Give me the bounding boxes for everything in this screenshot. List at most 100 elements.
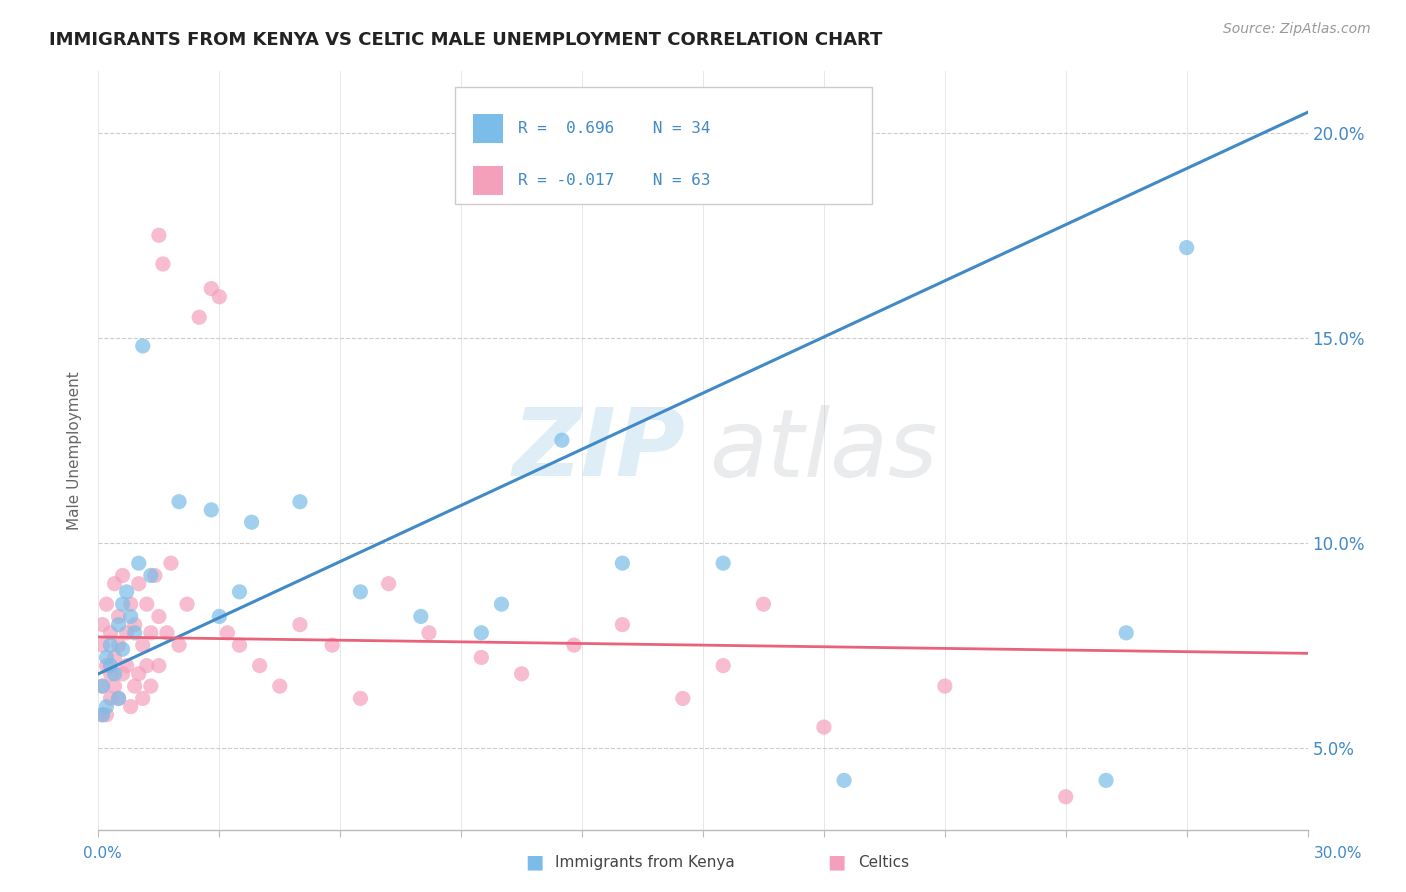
Point (100, 666, 122, 681)
Point (240, 515, 263, 529)
Point (96, 597, 118, 611)
Text: ■: ■ (524, 852, 544, 871)
Point (228, 638, 250, 652)
Point (152, 257, 174, 271)
Point (111, 666, 134, 681)
Text: atlas: atlas (709, 405, 938, 496)
Point (91, 707, 114, 722)
Point (107, 617, 129, 632)
Point (111, 642, 134, 657)
Point (135, 658, 157, 673)
Point (167, 638, 190, 652)
Point (176, 597, 198, 611)
Point (111, 597, 134, 611)
Point (100, 638, 122, 652)
Point (120, 597, 142, 611)
Point (96, 658, 118, 673)
Text: Source: ZipAtlas.com: Source: ZipAtlas.com (1223, 22, 1371, 37)
Point (132, 691, 155, 706)
Point (103, 679, 125, 693)
Point (418, 625, 440, 640)
Text: R =  0.696    N = 34: R = 0.696 N = 34 (517, 121, 710, 136)
Point (96, 650, 118, 665)
Text: 30.0%: 30.0% (1315, 847, 1362, 861)
Point (288, 617, 311, 632)
Point (107, 691, 129, 706)
Point (120, 699, 142, 714)
Point (249, 658, 271, 673)
Point (288, 494, 311, 508)
Point (269, 679, 291, 693)
Point (349, 585, 371, 599)
Point (148, 609, 170, 624)
Point (200, 282, 222, 296)
Point (128, 556, 150, 570)
Point (139, 625, 162, 640)
Point (491, 597, 513, 611)
Point (711, 556, 734, 570)
Point (100, 658, 122, 673)
Point (139, 679, 162, 693)
Point (200, 503, 222, 517)
Point (470, 650, 492, 665)
Point (107, 691, 129, 706)
Point (132, 339, 155, 353)
Point (107, 638, 129, 652)
Point (228, 585, 250, 599)
Point (156, 625, 179, 640)
Point (167, 494, 190, 508)
Point (111, 568, 134, 582)
Point (96, 707, 118, 722)
Point (377, 576, 399, 591)
Point (91, 679, 114, 693)
Point (115, 625, 138, 640)
Point (143, 568, 166, 582)
Point (1175, 241, 1198, 255)
Text: R = -0.017    N = 63: R = -0.017 N = 63 (517, 173, 710, 188)
Point (139, 568, 162, 582)
Point (470, 625, 492, 640)
Point (103, 666, 125, 681)
Point (96, 699, 118, 714)
Text: ■: ■ (827, 852, 846, 871)
Text: Celtics: Celtics (858, 855, 908, 870)
Point (120, 609, 142, 624)
Point (103, 650, 125, 665)
Point (1095, 773, 1118, 788)
Point (188, 310, 211, 325)
Point (91, 617, 114, 632)
Point (711, 658, 734, 673)
Point (132, 638, 155, 652)
Text: IMMIGRANTS FROM KENYA VS CELTIC MALE UNEMPLOYMENT CORRELATION CHART: IMMIGRANTS FROM KENYA VS CELTIC MALE UNE… (49, 31, 883, 49)
Text: Immigrants from Kenya: Immigrants from Kenya (555, 855, 735, 870)
Text: 0.0%: 0.0% (83, 847, 122, 861)
Point (208, 290, 231, 304)
Y-axis label: Male Unemployment: Male Unemployment (67, 371, 83, 530)
Point (208, 609, 231, 624)
Point (217, 625, 239, 640)
Point (128, 666, 150, 681)
Point (551, 434, 574, 448)
Text: ZIP: ZIP (512, 404, 685, 497)
Point (100, 691, 122, 706)
Point (813, 720, 835, 734)
Point (115, 585, 138, 599)
Point (124, 625, 146, 640)
Point (148, 658, 170, 673)
FancyBboxPatch shape (474, 166, 503, 195)
Point (115, 658, 138, 673)
Point (349, 691, 371, 706)
Point (135, 597, 157, 611)
Point (612, 556, 634, 570)
Point (128, 576, 150, 591)
Point (1054, 789, 1077, 804)
Point (510, 666, 533, 681)
Point (562, 638, 585, 652)
Point (148, 228, 170, 243)
Point (160, 556, 183, 570)
Point (107, 609, 129, 624)
FancyBboxPatch shape (456, 87, 872, 204)
Point (409, 609, 432, 624)
Point (321, 638, 343, 652)
Point (103, 576, 125, 591)
